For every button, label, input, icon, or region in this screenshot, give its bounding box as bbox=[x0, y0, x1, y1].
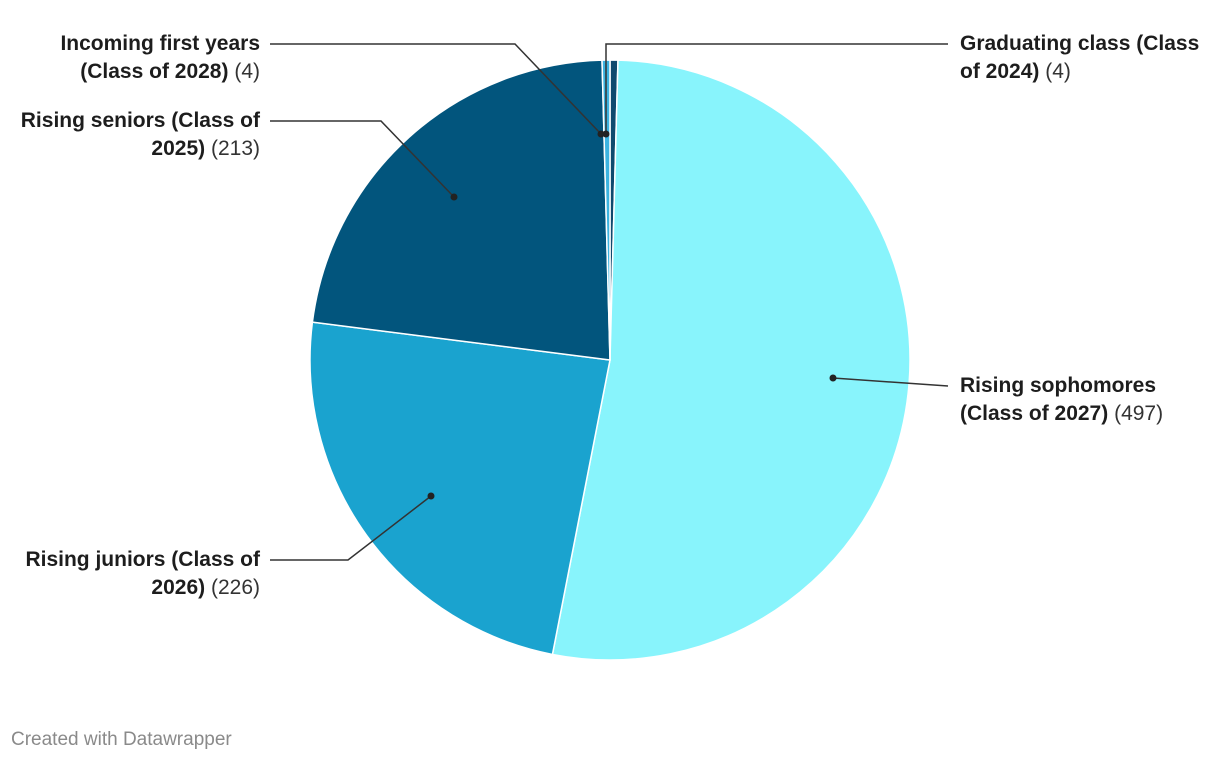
leader-line bbox=[270, 120, 455, 198]
leader-line bbox=[270, 43, 602, 135]
value-label: (497) bbox=[1114, 402, 1164, 425]
leader-dot bbox=[450, 193, 458, 201]
leader-line bbox=[270, 495, 432, 561]
leader-line bbox=[605, 43, 948, 134]
pie-slice bbox=[309, 321, 611, 656]
pie-slice bbox=[551, 59, 911, 661]
value-label: (4) bbox=[234, 60, 260, 83]
slice-label: Rising sophomores (Class of 2027) (497) bbox=[960, 372, 1210, 428]
category-label: Rising seniors (Class of 2025) bbox=[20, 109, 260, 160]
slice-label: Rising seniors (Class of 2025) (213) bbox=[5, 107, 260, 163]
category-label: Incoming first years (Class of 2028) bbox=[60, 32, 260, 83]
value-label: (226) bbox=[210, 576, 260, 599]
category-label: Rising sophomores (Class of 2027) bbox=[960, 374, 1157, 425]
leader-dot bbox=[597, 130, 605, 138]
pie-slice bbox=[311, 59, 611, 361]
slice-label: Rising juniors (Class of 2026) (226) bbox=[5, 546, 260, 602]
value-label: (213) bbox=[210, 137, 260, 160]
category-label: Graduating class (Class of 2024) bbox=[960, 32, 1200, 83]
leader-dot bbox=[427, 492, 435, 500]
value-label: (4) bbox=[1045, 60, 1071, 83]
slice-label: Graduating class (Class of 2024) (4) bbox=[960, 30, 1210, 86]
leader-dot bbox=[602, 130, 610, 138]
category-label: Rising juniors (Class of 2026) bbox=[25, 548, 260, 599]
slice-label: Incoming first years (Class of 2028) (4) bbox=[5, 30, 260, 86]
leader-line bbox=[832, 377, 949, 387]
credit: Created with Datawrapper bbox=[11, 729, 232, 750]
leader-dot bbox=[829, 374, 837, 382]
